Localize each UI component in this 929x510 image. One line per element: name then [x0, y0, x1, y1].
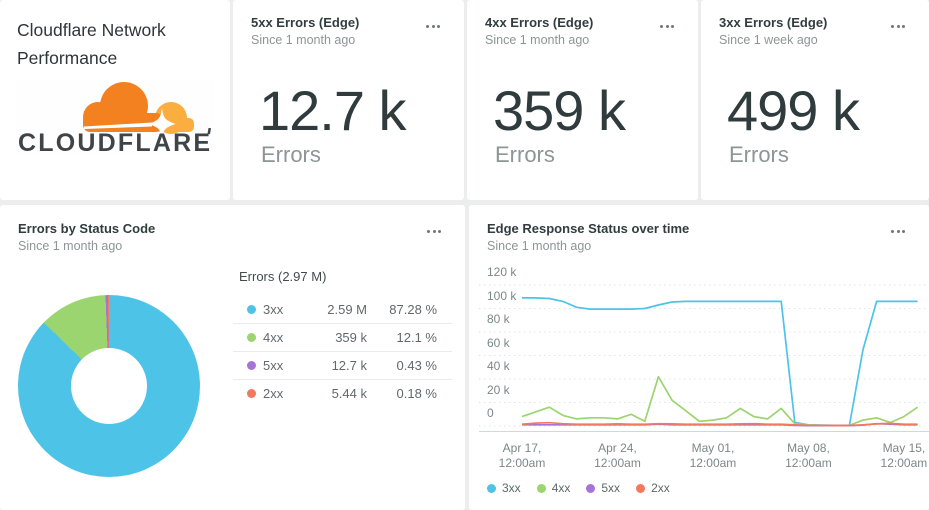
- donut-hole: [71, 348, 147, 424]
- series-color-dot-icon: [586, 483, 596, 493]
- series-color-dot-icon: [247, 361, 256, 370]
- cloudflare-logo-wordmark: CLOUDFLARE: [18, 129, 212, 154]
- pie-table-row: 2xx 5.44 k 0.18 %: [233, 379, 452, 407]
- series-color-dot-icon: [247, 333, 256, 342]
- series-line-3xx: [522, 297, 918, 427]
- pie-table-row: 5xx 12.7 k 0.43 %: [233, 351, 452, 379]
- status-code-percent: 87.28 %: [389, 302, 437, 317]
- series-color-dot-icon: [247, 389, 256, 398]
- y-axis-tick-label: 80 k: [487, 312, 510, 326]
- stat-unit: Errors: [261, 142, 321, 167]
- y-axis-tick-label: 100 k: [487, 288, 517, 303]
- page-title-line2: Performance: [17, 48, 118, 68]
- legend-label: 2xx: [651, 481, 670, 495]
- legend-item-4xx[interactable]: 4xx: [536, 481, 571, 495]
- card-options-menu-icon[interactable]: [424, 227, 444, 236]
- cloudflare-logo: CLOUDFLARE: [16, 80, 214, 157]
- status-code-value: 12.7 k: [331, 358, 367, 373]
- stat-value: 12.7 k: [259, 79, 407, 142]
- pie-table-rows: 3xx 2.59 M 87.28 % 4xx 359 k 12.1 % 5xx …: [233, 296, 452, 407]
- stat-card-5xx-errors: 5xx Errors (Edge) Since 1 month ago 12.7…: [233, 0, 464, 200]
- stat-value: 359 k: [493, 79, 626, 142]
- time-series-legend: 3xx 4xx 5xx 2xx: [487, 481, 670, 495]
- legend-item-3xx[interactable]: 3xx: [487, 481, 521, 495]
- status-code-percent: 0.18 %: [396, 386, 437, 401]
- status-code-value: 5.44 k: [331, 386, 367, 401]
- status-code-percent: 0.43 %: [396, 358, 437, 373]
- legend-label: 4xx: [551, 481, 571, 495]
- status-code-label: 4xx: [263, 330, 284, 345]
- pie-table-row: 3xx 2.59 M 87.28 %: [233, 296, 452, 323]
- pie-table-row: 4xx 359 k 12.1 %: [233, 323, 452, 351]
- stat-card-3xx-errors: 3xx Errors (Edge) Since 1 week ago 499 k…: [701, 0, 929, 200]
- stat-card-timeframe: Since 1 month ago: [251, 33, 356, 47]
- errors-by-status-code-panel: Errors by Status Code Since 1 month ago …: [0, 205, 465, 510]
- series-color-dot-icon: [536, 483, 546, 493]
- stat-unit: Errors: [729, 142, 789, 167]
- y-axis-tick-label: 120 k: [487, 265, 517, 279]
- page-title-line1: Cloudflare Network: [17, 20, 166, 40]
- y-axis-tick-label: 40 k: [487, 359, 510, 373]
- x-axis-tick-label: May 01, 12:00am: [689, 441, 737, 470]
- dashboard-title-card: Cloudflare Network Performance CLOUDFLAR…: [0, 0, 230, 200]
- time-series-plot[interactable]: [479, 265, 929, 437]
- stat-value: 499 k: [727, 79, 860, 142]
- cloudflare-cloud-icon: [83, 82, 194, 140]
- status-code-label: 5xx: [263, 358, 284, 373]
- y-axis-tick-label: 60 k: [487, 335, 510, 350]
- time-series-chart[interactable]: 120 k 100 k 80 k 60 k 40 k 20 k 0 Apr 17, 12:00a…: [469, 265, 929, 480]
- panel-timeframe: Since 1 month ago: [18, 239, 123, 253]
- edge-response-status-panel: Edge Response Status over time Since 1 m…: [469, 205, 929, 510]
- status-code-label: 3xx: [263, 302, 284, 317]
- pie-legend-table: Errors (2.97 M) 3xx 2.59 M 87.28 % 4xx 3…: [233, 263, 452, 407]
- legend-item-5xx[interactable]: 5xx: [586, 481, 620, 495]
- x-axis-tick-label: Apr 17, 12:00am: [498, 441, 546, 470]
- card-options-menu-icon[interactable]: [423, 22, 443, 31]
- x-axis-tick-label: Apr 24, 12:00am: [594, 441, 641, 470]
- card-options-menu-icon[interactable]: [888, 22, 908, 31]
- status-code-percent: 12.1 %: [396, 330, 437, 345]
- series-color-dot-icon: [487, 483, 496, 493]
- status-code-value: 359 k: [335, 330, 367, 345]
- series-line-2xx: [521, 421, 918, 427]
- legend-label: 3xx: [502, 481, 521, 495]
- panel-title: Errors by Status Code: [18, 221, 156, 236]
- stat-card-title: 4xx Errors (Edge): [485, 15, 594, 30]
- stat-card-timeframe: Since 1 week ago: [719, 33, 818, 47]
- stat-card-title: 5xx Errors (Edge): [251, 15, 360, 30]
- pie-table-header: Errors (2.97 M): [239, 269, 327, 284]
- y-axis-tick-label: 20 k: [487, 382, 510, 397]
- stat-card-timeframe: Since 1 month ago: [485, 33, 590, 47]
- legend-label: 5xx: [601, 481, 621, 495]
- series-line-4xx: [521, 375, 919, 427]
- series-color-dot-icon: [636, 483, 646, 493]
- stat-card-4xx-errors: 4xx Errors (Edge) Since 1 month ago 359 …: [467, 0, 698, 200]
- status-code-value: 2.59 M: [327, 302, 367, 317]
- stat-card-title: 3xx Errors (Edge): [719, 15, 828, 30]
- x-axis-tick-label: May 15, 12:00am: [880, 441, 928, 470]
- donut-chart[interactable]: [18, 295, 200, 477]
- card-options-menu-icon[interactable]: [888, 227, 908, 236]
- status-code-label: 2xx: [263, 386, 284, 401]
- legend-item-2xx[interactable]: 2xx: [636, 481, 670, 495]
- page-title: Cloudflare Network Performance: [17, 16, 166, 72]
- y-axis-tick-label: 0: [487, 406, 494, 420]
- series-color-dot-icon: [247, 305, 256, 314]
- stat-unit: Errors: [495, 142, 555, 167]
- card-options-menu-icon[interactable]: [657, 22, 677, 31]
- x-axis-tick-label: May 08, 12:00am: [785, 441, 832, 470]
- panel-timeframe: Since 1 month ago: [487, 239, 592, 253]
- cloudflare-logo-image: CLOUDFLARE: [18, 82, 212, 157]
- panel-title: Edge Response Status over time: [487, 221, 690, 236]
